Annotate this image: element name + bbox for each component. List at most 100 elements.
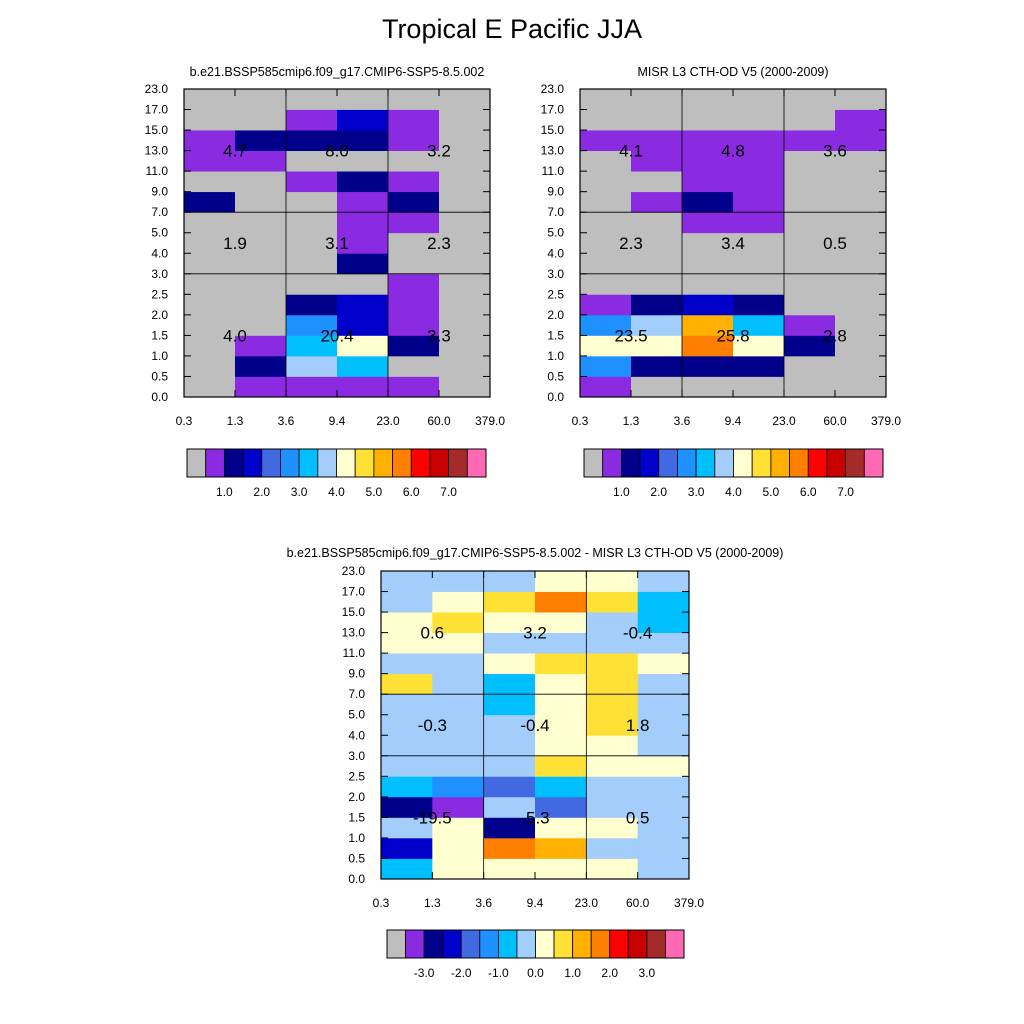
heatmap-cell <box>733 109 785 131</box>
heatmap-cell <box>432 776 485 798</box>
heatmap-cell <box>835 273 887 295</box>
heatmap-cell <box>235 191 287 213</box>
heatmap-cell <box>184 89 236 110</box>
cell-annotation: 3.3 <box>427 326 451 345</box>
heatmap-cell <box>835 212 887 234</box>
heatmap-cell <box>682 294 734 316</box>
colorbar-swatch <box>186 448 207 478</box>
heatmap-cell <box>835 232 887 254</box>
y-tick-label: 1.5 <box>547 328 564 342</box>
colorbar-swatch <box>317 448 337 478</box>
heatmap-cell <box>483 591 536 613</box>
y-tick-label: 0.5 <box>151 369 168 383</box>
heatmap-cell <box>235 130 287 151</box>
heatmap-cell <box>631 150 683 172</box>
heatmap-cell <box>432 591 485 613</box>
heatmap-cell <box>535 714 587 736</box>
heatmap-cell <box>381 714 433 736</box>
x-tick-label: 379.0 <box>871 414 901 428</box>
heatmap-cell <box>439 109 491 131</box>
heatmap-cell <box>835 130 887 151</box>
heatmap-cell <box>388 171 440 193</box>
heatmap-cell <box>286 109 338 131</box>
heatmap-cell <box>784 89 836 110</box>
heatmap-cell <box>286 273 338 295</box>
heatmap-cell <box>235 273 287 295</box>
x-tick-label: 60.0 <box>427 414 451 428</box>
heatmap-cell <box>682 150 734 172</box>
heatmap-cell <box>535 571 587 592</box>
heatmap-cell <box>483 714 536 736</box>
heatmap-cell <box>784 355 836 377</box>
cell-annotation: -0.4 <box>623 624 652 643</box>
x-tick-label: 1.3 <box>227 414 244 428</box>
cell-annotation: 0.5 <box>823 234 847 253</box>
cell-annotation: 4.0 <box>223 326 247 345</box>
y-tick-label: 4.0 <box>547 246 564 260</box>
heatmap-cell <box>637 837 690 859</box>
heatmap-cell <box>580 212 632 234</box>
colorbar-swatch <box>770 448 790 478</box>
heatmap-cell <box>483 653 536 675</box>
heatmap-cell <box>535 673 587 695</box>
heatmap-cell <box>483 735 536 757</box>
heatmap-cell <box>381 858 433 880</box>
heatmap-cell <box>184 335 236 357</box>
heatmap-cell <box>388 232 440 254</box>
y-tick-label: 2.0 <box>348 790 365 804</box>
heatmap-cell <box>388 376 440 398</box>
heatmap-cell <box>184 273 236 295</box>
heatmap-cell <box>337 150 389 172</box>
heatmap-cell <box>586 796 639 818</box>
heatmap-cell <box>586 673 639 695</box>
colorbar-swatch <box>405 929 425 959</box>
colorbar-swatch <box>423 929 444 959</box>
y-tick-label: 5.0 <box>547 226 564 240</box>
y-tick-label: 7.0 <box>547 205 564 219</box>
cell-annotation: 1.9 <box>223 234 247 253</box>
heatmap-cell <box>337 314 389 336</box>
heatmap-cell <box>235 150 287 172</box>
heatmap-cell <box>535 653 587 675</box>
y-tick-label: 9.0 <box>348 667 365 681</box>
y-tick-label: 17.0 <box>342 585 366 599</box>
heatmap-cell <box>631 355 683 377</box>
heatmap-cell <box>381 837 433 859</box>
heatmap-cell <box>439 150 491 172</box>
colorbar-swatch <box>373 448 393 478</box>
colorbar-swatch <box>807 448 828 478</box>
heatmap-cell <box>835 376 887 398</box>
heatmap-cell <box>184 191 236 213</box>
y-tick-label: 5.0 <box>348 708 365 722</box>
colorbar-label: 4.0 <box>328 485 345 499</box>
heatmap-cell <box>580 109 632 131</box>
x-tick-label: 0.3 <box>572 414 589 428</box>
heatmap-cell <box>580 335 632 357</box>
heatmap-cell <box>637 796 690 818</box>
y-tick-label: 2.0 <box>547 308 564 322</box>
heatmap-cell <box>586 571 639 592</box>
heatmap-cell <box>439 314 491 336</box>
x-tick-label: 9.4 <box>329 414 346 428</box>
colorbar-label: 1.0 <box>613 485 630 499</box>
heatmap-cell <box>337 335 389 357</box>
y-tick-label: 23.0 <box>145 82 169 96</box>
heatmap-cell <box>637 673 690 695</box>
colorbar-swatch <box>442 929 462 959</box>
heatmap-cell <box>235 355 287 377</box>
heatmap-cell <box>381 796 433 818</box>
colorbar-label: 4.0 <box>725 485 742 499</box>
heatmap-cell <box>835 294 887 316</box>
heatmap-cell <box>337 109 389 131</box>
heatmap-cell <box>432 858 485 880</box>
heatmap-cell <box>483 817 536 839</box>
cell-annotation: -0.3 <box>418 716 447 735</box>
heatmap-cell <box>535 837 587 859</box>
y-tick-label: 2.0 <box>151 308 168 322</box>
heatmap-cell <box>784 253 836 275</box>
heatmap-cell <box>637 776 690 798</box>
y-tick-label: 0.0 <box>348 872 365 886</box>
heatmap-cell <box>432 735 485 757</box>
heatmap-cell <box>184 232 236 254</box>
